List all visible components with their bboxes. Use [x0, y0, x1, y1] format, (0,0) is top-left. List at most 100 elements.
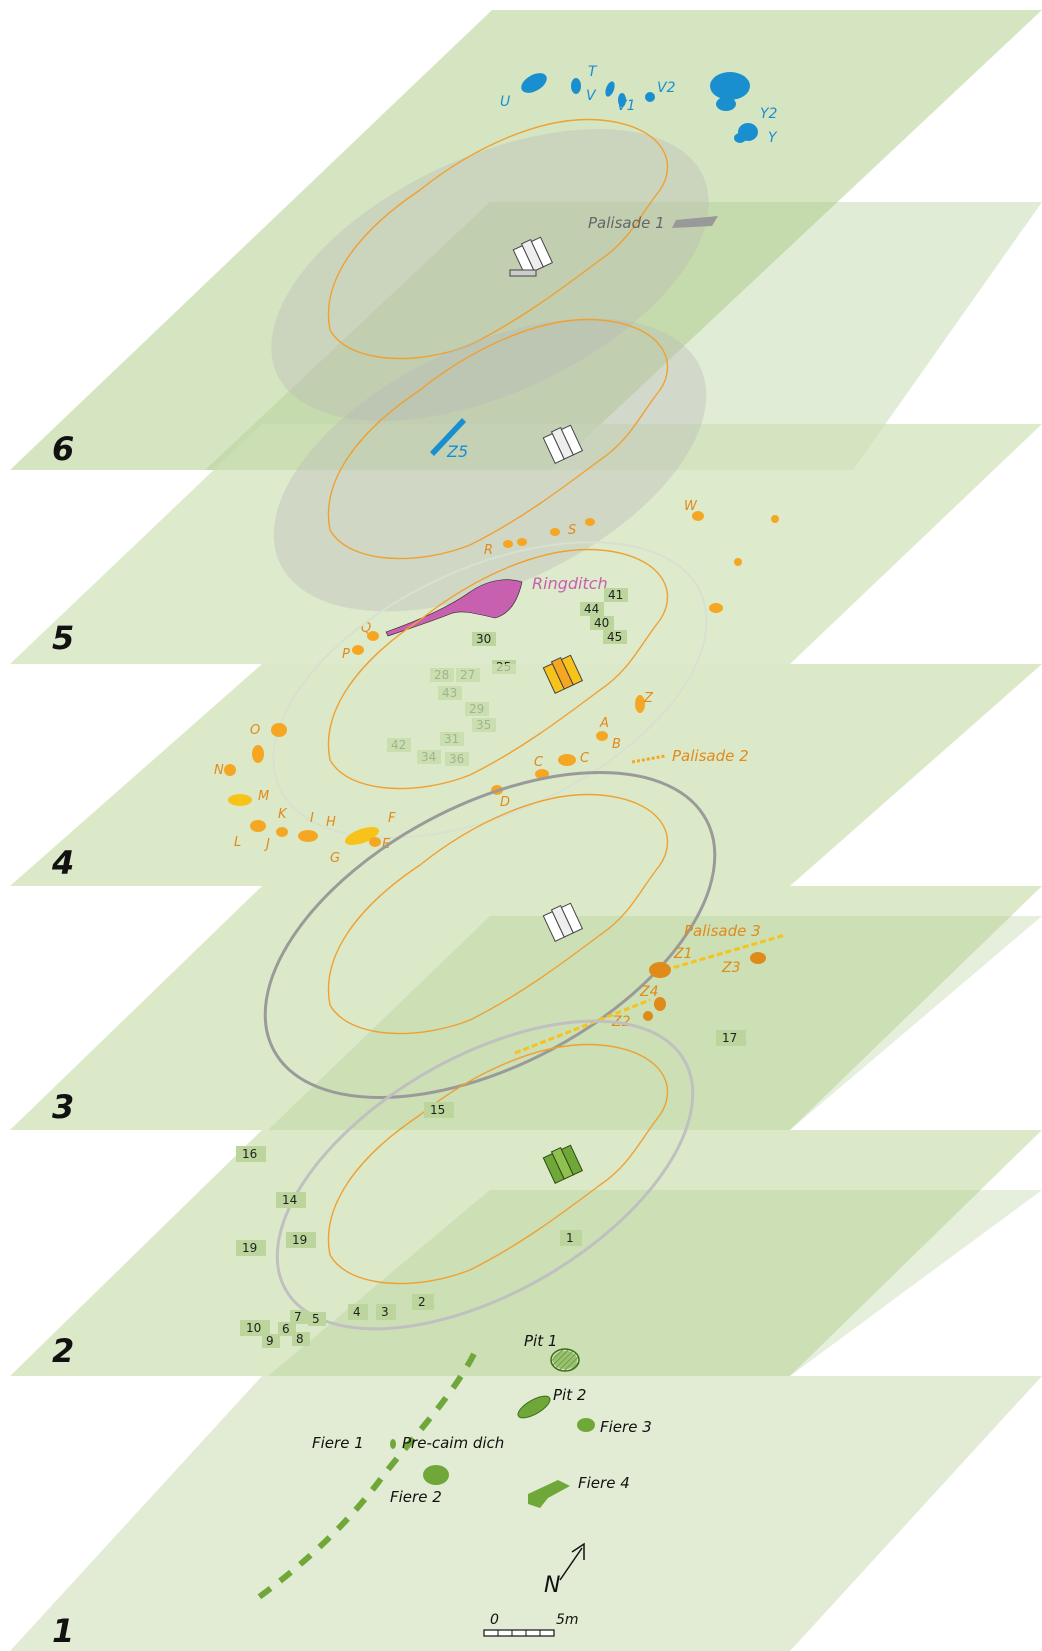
feature-R-2 [517, 538, 527, 546]
svg-text:8: 8 [296, 1332, 304, 1346]
tag-30: 30 [472, 632, 496, 646]
label-fiere-1: Fiere 1 [312, 1434, 364, 1452]
ringditch [385, 579, 523, 637]
label-pit-2: Pit 2 [553, 1386, 586, 1404]
cist-stones-2 [542, 1144, 584, 1184]
palisade-2 [631, 754, 666, 764]
layer-5-outline [327, 318, 669, 560]
label-palisade-3: Palisade 3 [684, 922, 761, 940]
label-Z: Z [643, 691, 654, 706]
cist-stones-5 [542, 424, 584, 464]
scale-bar [483, 1629, 555, 1637]
feature-I [298, 830, 318, 842]
tag-41: 41 [604, 588, 628, 602]
feature-Y2 [716, 97, 736, 111]
svg-text:1: 1 [566, 1231, 574, 1245]
label-D: D [500, 795, 510, 810]
layer-number-6: 6 [52, 430, 74, 468]
tag-10: 10 [240, 1320, 270, 1336]
label-Z3: Z3 [721, 960, 741, 976]
tag-44: 44 [580, 602, 604, 616]
fiere-1 [390, 1439, 396, 1449]
svg-text:19: 19 [292, 1233, 307, 1247]
layer-6-overlap [205, 202, 1042, 470]
tag-19-b: 19 [286, 1232, 316, 1248]
label-L: L [234, 835, 241, 850]
label-C-1: C [580, 751, 590, 766]
tag-5: 5 [308, 1312, 326, 1326]
tag-19-a: 19 [236, 1240, 266, 1256]
label-G: G [330, 851, 340, 866]
layer-number-2: 2 [52, 1332, 74, 1370]
svg-text:40: 40 [594, 616, 609, 630]
label-V: V [586, 88, 597, 104]
layer-3-overlap [268, 916, 1042, 1130]
label-ringditch: Ringditch [532, 574, 608, 593]
label-scale-5m: 5m [556, 1612, 579, 1628]
svg-text:6: 6 [282, 1322, 290, 1336]
palisade-3-line-b [514, 998, 651, 1055]
feature-dot-2 [734, 558, 742, 566]
feature-R-1 [503, 540, 513, 548]
label-J: J [263, 837, 270, 852]
feature-Q [367, 631, 379, 641]
label-B: B [612, 737, 621, 752]
tag-45: 45 [603, 630, 627, 644]
layer-number-5: 5 [52, 619, 74, 657]
label-S: S [568, 523, 576, 538]
north-arrow-icon [559, 1542, 585, 1581]
layer-1: Pit 1 Pit 2 Fiere 1 Pre-caim dich Fiere … [10, 1332, 1042, 1651]
feature-dot-1 [771, 515, 779, 523]
feature-Z [635, 695, 645, 713]
feature-K [250, 820, 266, 832]
feature-Z4 [654, 997, 666, 1011]
label-pre-cairn-ditch: Pre-caim dich [402, 1434, 504, 1452]
tag-4: 4 [348, 1304, 368, 1320]
feature-Z5 [430, 418, 466, 456]
layer-4-outline [327, 548, 669, 790]
svg-text:19: 19 [242, 1241, 257, 1255]
label-fiere-2: Fiere 2 [390, 1488, 442, 1506]
layer-2-ring [275, 1019, 695, 1331]
svg-text:5: 5 [312, 1312, 320, 1326]
label-Z1: Z1 [673, 946, 693, 962]
tag-7: 7 [290, 1310, 308, 1324]
feature-T5 [709, 603, 723, 613]
svg-text:17: 17 [722, 1031, 737, 1045]
label-W: W [684, 499, 698, 514]
feature-V [605, 81, 615, 97]
cist-stones-6 [509, 236, 554, 277]
label-Z4: Z4 [639, 984, 659, 1000]
feature-Z2 [643, 1011, 653, 1021]
feature-C-1 [558, 754, 576, 766]
palisade-3-line-a [664, 933, 786, 972]
fiere-3 [577, 1418, 595, 1432]
fiere-4 [528, 1480, 570, 1508]
feature-P [352, 645, 364, 655]
layer-3-outline [327, 793, 669, 1035]
label-Y2: Y2 [760, 106, 778, 122]
fiere-2 [423, 1465, 449, 1485]
layer-number-3: 3 [52, 1088, 74, 1126]
layer-6-outline [327, 118, 669, 360]
layer-3: Palisade 3 Z1 Z3 Z4 Z2 17 3 [10, 771, 1042, 1130]
label-R: R [484, 543, 493, 558]
tag-3: 3 [376, 1304, 396, 1320]
label-F: F [388, 811, 396, 826]
label-I: I [310, 811, 314, 826]
layer-4-plane [10, 664, 1042, 886]
svg-text:10: 10 [246, 1321, 261, 1335]
svg-text:16: 16 [242, 1147, 257, 1161]
tag-17: 17 [716, 1030, 746, 1046]
tag-40: 40 [590, 616, 614, 630]
layer-1-plane [10, 1376, 1042, 1651]
layer-2-plane [10, 1130, 1042, 1376]
feature-O [271, 723, 287, 737]
label-pit-1: Pit 1 [524, 1332, 557, 1350]
svg-text:3: 3 [381, 1305, 389, 1319]
svg-text:14: 14 [282, 1193, 297, 1207]
svg-text:41: 41 [608, 588, 623, 602]
layer-number-1: 1 [52, 1612, 74, 1650]
